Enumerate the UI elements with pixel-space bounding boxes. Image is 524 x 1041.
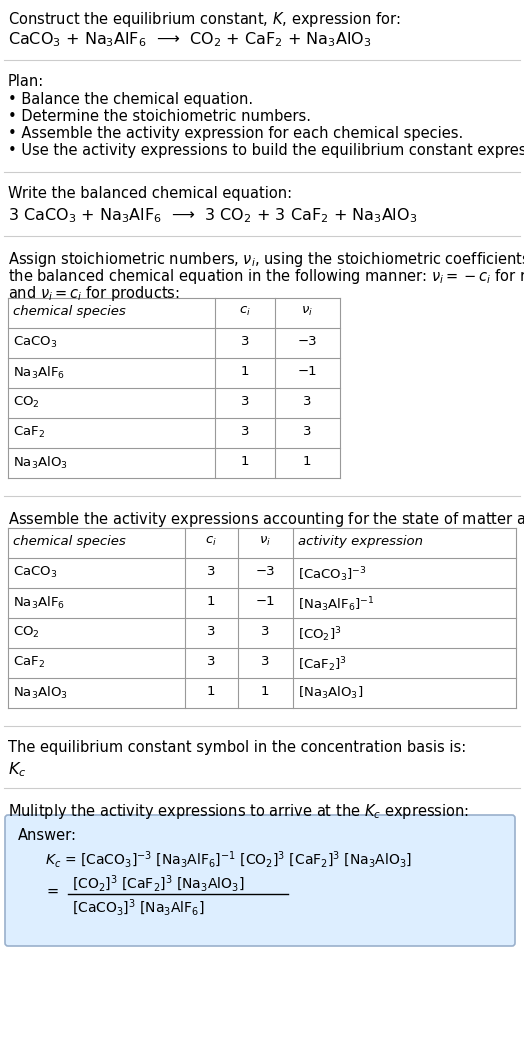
Text: The equilibrium constant symbol in the concentration basis is:: The equilibrium constant symbol in the c… (8, 740, 466, 755)
Text: Construct the equilibrium constant, $K$, expression for:: Construct the equilibrium constant, $K$,… (8, 10, 401, 29)
Text: 3 CaCO$_3$ + Na$_3$AlF$_6$  ⟶  3 CO$_2$ + 3 CaF$_2$ + Na$_3$AlO$_3$: 3 CaCO$_3$ + Na$_3$AlF$_6$ ⟶ 3 CO$_2$ + … (8, 206, 417, 225)
Text: =: = (46, 884, 58, 899)
Text: $\nu_i$: $\nu_i$ (259, 535, 271, 549)
FancyBboxPatch shape (5, 815, 515, 946)
Text: 3: 3 (303, 395, 311, 408)
Text: Assemble the activity expressions accounting for the state of matter and $\nu_i$: Assemble the activity expressions accoun… (8, 510, 524, 529)
Text: and $\nu_i = c_i$ for products:: and $\nu_i = c_i$ for products: (8, 284, 180, 303)
Text: $c_i$: $c_i$ (205, 535, 217, 549)
Text: 3: 3 (241, 335, 249, 348)
Text: [Na$_3$AlO$_3$]: [Na$_3$AlO$_3$] (298, 685, 363, 701)
Text: 3: 3 (207, 625, 215, 638)
Text: • Determine the stoichiometric numbers.: • Determine the stoichiometric numbers. (8, 109, 311, 124)
Text: chemical species: chemical species (13, 305, 126, 318)
Text: Mulitply the activity expressions to arrive at the $K_c$ expression:: Mulitply the activity expressions to arr… (8, 802, 469, 821)
Text: $c_i$: $c_i$ (239, 305, 251, 319)
Text: −3: −3 (297, 335, 317, 348)
Text: CO$_2$: CO$_2$ (13, 395, 40, 410)
Text: −1: −1 (297, 365, 317, 378)
Text: $K_c$ = [CaCO$_3$]$^{-3}$ [Na$_3$AlF$_6$]$^{-1}$ [CO$_2$]$^3$ [CaF$_2$]$^3$ [Na$: $K_c$ = [CaCO$_3$]$^{-3}$ [Na$_3$AlF$_6$… (45, 850, 412, 870)
Text: $K_c$: $K_c$ (8, 760, 26, 779)
Text: CO$_2$: CO$_2$ (13, 625, 40, 640)
Text: [CaCO$_3$]$^3$ [Na$_3$AlF$_6$]: [CaCO$_3$]$^3$ [Na$_3$AlF$_6$] (72, 898, 205, 918)
Text: 3: 3 (207, 655, 215, 668)
Text: CaCO$_3$: CaCO$_3$ (13, 565, 57, 580)
Text: Answer:: Answer: (18, 828, 77, 843)
Text: −1: −1 (255, 595, 275, 608)
Text: • Assemble the activity expression for each chemical species.: • Assemble the activity expression for e… (8, 126, 463, 141)
Text: the balanced chemical equation in the following manner: $\nu_i = -c_i$ for react: the balanced chemical equation in the fo… (8, 266, 524, 286)
Text: chemical species: chemical species (13, 535, 126, 548)
Text: [Na$_3$AlF$_6$]$^{-1}$: [Na$_3$AlF$_6$]$^{-1}$ (298, 595, 374, 614)
Text: 1: 1 (303, 455, 311, 468)
Text: Na$_3$AlO$_3$: Na$_3$AlO$_3$ (13, 455, 68, 472)
Text: 3: 3 (261, 625, 269, 638)
Text: CaCO$_3$ + Na$_3$AlF$_6$  ⟶  CO$_2$ + CaF$_2$ + Na$_3$AlO$_3$: CaCO$_3$ + Na$_3$AlF$_6$ ⟶ CO$_2$ + CaF$… (8, 30, 372, 49)
Text: • Balance the chemical equation.: • Balance the chemical equation. (8, 92, 253, 107)
Text: Assign stoichiometric numbers, $\nu_i$, using the stoichiometric coefficients, $: Assign stoichiometric numbers, $\nu_i$, … (8, 250, 524, 269)
Text: −3: −3 (255, 565, 275, 578)
Text: 3: 3 (261, 655, 269, 668)
Text: $\nu_i$: $\nu_i$ (301, 305, 313, 319)
Text: CaF$_2$: CaF$_2$ (13, 425, 45, 440)
Text: 3: 3 (241, 425, 249, 438)
Text: CaF$_2$: CaF$_2$ (13, 655, 45, 670)
Text: 1: 1 (241, 455, 249, 468)
Text: 1: 1 (207, 685, 215, 699)
Text: 3: 3 (207, 565, 215, 578)
Text: Na$_3$AlO$_3$: Na$_3$AlO$_3$ (13, 685, 68, 701)
Text: [CaF$_2$]$^3$: [CaF$_2$]$^3$ (298, 655, 347, 674)
Text: • Use the activity expressions to build the equilibrium constant expression.: • Use the activity expressions to build … (8, 143, 524, 158)
Text: Na$_3$AlF$_6$: Na$_3$AlF$_6$ (13, 365, 65, 381)
Text: [CaCO$_3$]$^{-3}$: [CaCO$_3$]$^{-3}$ (298, 565, 367, 584)
Text: [CO$_2$]$^3$: [CO$_2$]$^3$ (298, 625, 342, 643)
Text: activity expression: activity expression (298, 535, 423, 548)
Text: Write the balanced chemical equation:: Write the balanced chemical equation: (8, 186, 292, 201)
Text: 3: 3 (241, 395, 249, 408)
Text: 1: 1 (207, 595, 215, 608)
Text: [CO$_2$]$^3$ [CaF$_2$]$^3$ [Na$_3$AlO$_3$]: [CO$_2$]$^3$ [CaF$_2$]$^3$ [Na$_3$AlO$_3… (72, 874, 244, 894)
Text: 1: 1 (241, 365, 249, 378)
Text: 1: 1 (261, 685, 269, 699)
Text: Plan:: Plan: (8, 74, 44, 88)
Text: 3: 3 (303, 425, 311, 438)
Text: Na$_3$AlF$_6$: Na$_3$AlF$_6$ (13, 595, 65, 611)
Text: CaCO$_3$: CaCO$_3$ (13, 335, 57, 350)
